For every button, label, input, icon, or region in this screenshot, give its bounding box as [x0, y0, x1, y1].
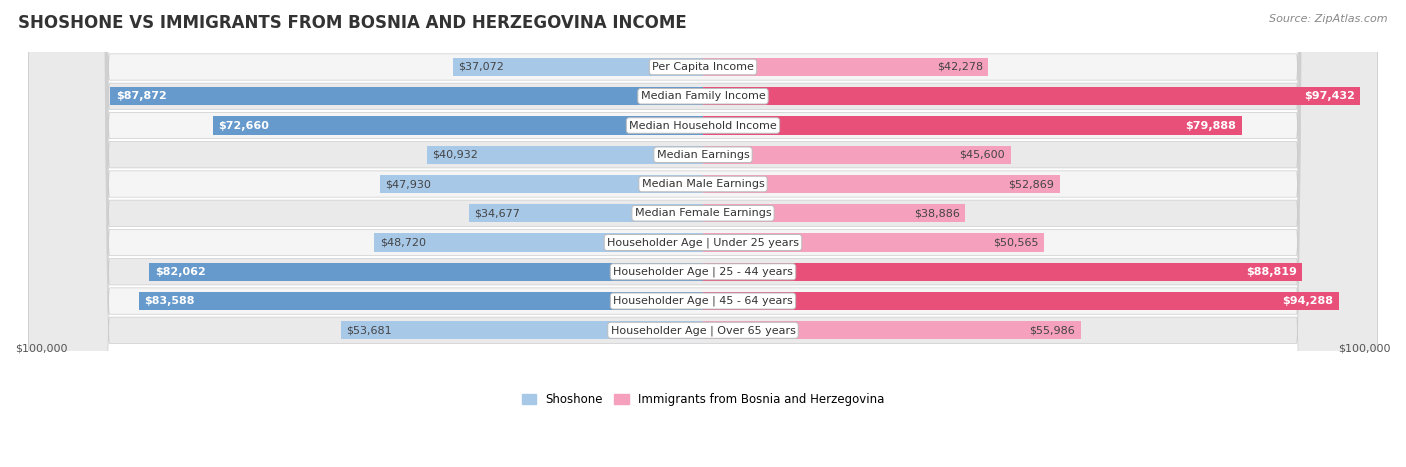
- Text: Householder Age | 45 - 64 years: Householder Age | 45 - 64 years: [613, 296, 793, 306]
- Bar: [374, 234, 703, 252]
- Text: $55,986: $55,986: [1029, 325, 1076, 335]
- Text: Median Family Income: Median Family Income: [641, 91, 765, 101]
- Bar: [470, 204, 703, 222]
- Text: Median Female Earnings: Median Female Earnings: [634, 208, 772, 218]
- Bar: [703, 321, 1081, 340]
- Text: $34,677: $34,677: [474, 208, 520, 218]
- Text: $100,000: $100,000: [15, 343, 67, 354]
- Text: $100,000: $100,000: [1339, 343, 1391, 354]
- FancyBboxPatch shape: [28, 0, 1378, 467]
- Bar: [703, 146, 1011, 164]
- Bar: [149, 263, 703, 281]
- FancyBboxPatch shape: [28, 0, 1378, 467]
- Text: Householder Age | Under 25 years: Householder Age | Under 25 years: [607, 237, 799, 248]
- Text: $40,932: $40,932: [432, 150, 478, 160]
- Text: Householder Age | Over 65 years: Householder Age | Over 65 years: [610, 325, 796, 336]
- Text: $52,869: $52,869: [1008, 179, 1054, 189]
- Bar: [703, 263, 1302, 281]
- Text: $87,872: $87,872: [115, 91, 166, 101]
- FancyBboxPatch shape: [28, 0, 1378, 467]
- Bar: [703, 234, 1045, 252]
- Bar: [110, 87, 703, 106]
- Bar: [703, 292, 1339, 310]
- Text: $42,278: $42,278: [936, 62, 983, 72]
- FancyBboxPatch shape: [28, 0, 1378, 467]
- Text: $83,588: $83,588: [145, 296, 195, 306]
- Text: Per Capita Income: Per Capita Income: [652, 62, 754, 72]
- Bar: [427, 146, 703, 164]
- Text: $50,565: $50,565: [993, 238, 1039, 248]
- Bar: [453, 58, 703, 76]
- Text: $82,062: $82,062: [155, 267, 205, 277]
- Text: $38,886: $38,886: [914, 208, 960, 218]
- Bar: [703, 58, 988, 76]
- Text: $88,819: $88,819: [1246, 267, 1296, 277]
- Text: Source: ZipAtlas.com: Source: ZipAtlas.com: [1270, 14, 1388, 24]
- Text: $53,681: $53,681: [346, 325, 392, 335]
- Text: Median Household Income: Median Household Income: [628, 120, 778, 130]
- Bar: [703, 116, 1241, 134]
- Bar: [703, 175, 1060, 193]
- Text: Householder Age | 25 - 44 years: Householder Age | 25 - 44 years: [613, 267, 793, 277]
- Text: $97,432: $97,432: [1303, 91, 1355, 101]
- Text: Median Earnings: Median Earnings: [657, 150, 749, 160]
- FancyBboxPatch shape: [28, 0, 1378, 467]
- FancyBboxPatch shape: [28, 0, 1378, 467]
- Bar: [703, 87, 1360, 106]
- FancyBboxPatch shape: [28, 0, 1378, 467]
- Text: Median Male Earnings: Median Male Earnings: [641, 179, 765, 189]
- Bar: [212, 116, 703, 134]
- Bar: [703, 204, 966, 222]
- Bar: [139, 292, 703, 310]
- Text: $79,888: $79,888: [1185, 120, 1236, 130]
- Text: $94,288: $94,288: [1282, 296, 1333, 306]
- Text: $45,600: $45,600: [959, 150, 1005, 160]
- Bar: [340, 321, 703, 340]
- Bar: [380, 175, 703, 193]
- Text: $37,072: $37,072: [458, 62, 505, 72]
- Text: SHOSHONE VS IMMIGRANTS FROM BOSNIA AND HERZEGOVINA INCOME: SHOSHONE VS IMMIGRANTS FROM BOSNIA AND H…: [18, 14, 688, 32]
- Legend: Shoshone, Immigrants from Bosnia and Herzegovina: Shoshone, Immigrants from Bosnia and Her…: [517, 388, 889, 410]
- FancyBboxPatch shape: [28, 0, 1378, 467]
- FancyBboxPatch shape: [28, 0, 1378, 467]
- FancyBboxPatch shape: [28, 0, 1378, 467]
- Text: $48,720: $48,720: [380, 238, 426, 248]
- Text: $47,930: $47,930: [385, 179, 432, 189]
- Text: $72,660: $72,660: [218, 120, 269, 130]
